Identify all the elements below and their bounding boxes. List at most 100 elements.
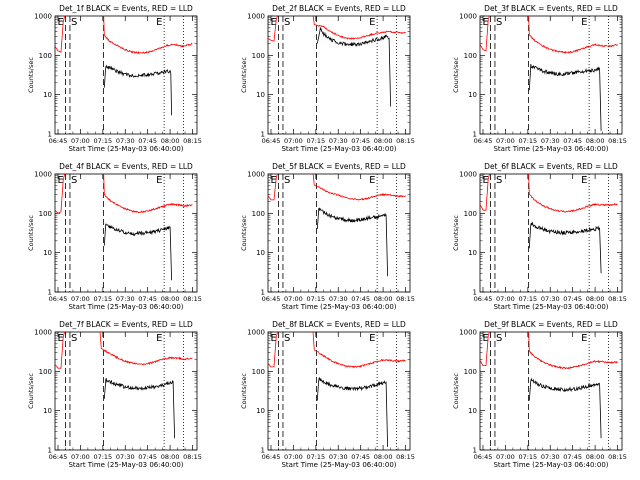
x-tick-label: 07:00	[496, 453, 515, 461]
x-tick-label: 07:15	[518, 453, 537, 461]
x-tick-label: 06:45	[474, 295, 493, 303]
events-series-line	[528, 221, 602, 274]
y-tick-label: 1000	[247, 171, 265, 179]
y-tick-label: 100	[39, 368, 52, 376]
chart-title: Det_6f BLACK = Events, RED = LLD	[484, 162, 618, 171]
x-axis-label: Start Time (25-May-03 06:40:00)	[281, 145, 396, 153]
lld-series-line	[55, 174, 193, 214]
y-tick-label: 1	[261, 289, 265, 297]
x-tick-label: 08:00	[586, 295, 605, 303]
marker-label: E	[270, 17, 276, 28]
y-axis-label: Counts/sec	[240, 215, 248, 251]
events-series-line	[528, 377, 602, 439]
y-tick-label: 10	[256, 407, 265, 415]
marker-label: E	[482, 17, 488, 28]
events-series-line	[103, 377, 175, 439]
y-tick-label: 100	[252, 368, 265, 376]
marker-label: E	[156, 333, 162, 344]
y-tick-label: 100	[39, 52, 52, 60]
chart-panel: Det_2f BLACK = Events, RED = LLD 1 10 100 10…	[240, 4, 415, 153]
x-tick-label: 08:15	[608, 295, 627, 303]
x-tick-label: 07:45	[563, 453, 582, 461]
marker-label: S	[71, 333, 77, 344]
x-axis-label: Start Time (25-May-03 06:40:00)	[68, 145, 183, 153]
y-tick-label: 100	[252, 210, 265, 218]
marker-label: S	[496, 17, 502, 28]
chart-panel: Det_9f BLACK = Events, RED = LLD 1 10 100 10…	[452, 320, 627, 469]
marker-label: E	[156, 17, 162, 28]
y-axis-label: Counts/sec	[452, 215, 460, 251]
marker-label: E	[581, 333, 587, 344]
plot-frame	[479, 15, 623, 135]
chart-title: Det_2f BLACK = Events, RED = LLD	[272, 4, 406, 13]
chart-panel: Det_5f BLACK = Events, RED = LLD 1 10 100 10…	[240, 162, 415, 311]
events-series-line	[528, 63, 602, 131]
chart-panel: Det_3f BLACK = Events, RED = LLD 1 10 100 10…	[452, 4, 627, 153]
lld-series-line	[480, 174, 618, 213]
x-tick-label: 07:30	[116, 295, 135, 303]
x-tick-label: 07:30	[329, 137, 348, 145]
plot-frame	[267, 331, 411, 451]
x-tick-label: 08:00	[161, 137, 180, 145]
x-tick-label: 06:45	[262, 137, 281, 145]
marker-label: S	[284, 17, 290, 28]
x-tick-label: 08:00	[586, 453, 605, 461]
x-tick-label: 07:00	[71, 453, 90, 461]
chart-panel: Det_7f BLACK = Events, RED = LLD 1 10 100 10…	[27, 320, 202, 469]
x-tick-label: 07:45	[351, 137, 370, 145]
x-tick-label: 07:00	[496, 137, 515, 145]
chart-title: Det_5f BLACK = Events, RED = LLD	[272, 162, 406, 171]
x-tick-label: 06:45	[474, 137, 493, 145]
x-tick-label: 07:45	[138, 295, 157, 303]
y-tick-label: 100	[464, 52, 477, 60]
chart-panel: Det_8f BLACK = Events, RED = LLD 1 10 100 10…	[240, 320, 415, 469]
marker-label: E	[270, 333, 276, 344]
events-series-line	[103, 223, 172, 281]
x-tick-label: 07:00	[284, 137, 303, 145]
x-tick-label: 06:45	[49, 453, 68, 461]
events-series-line	[103, 64, 172, 116]
chart-panel: Det_6f BLACK = Events, RED = LLD 1 10 100 10…	[452, 162, 627, 311]
x-tick-label: 08:15	[396, 295, 415, 303]
y-axis-label: Counts/sec	[27, 57, 35, 93]
x-tick-label: 07:15	[93, 137, 112, 145]
x-tick-label: 07:45	[563, 295, 582, 303]
x-tick-label: 08:15	[396, 137, 415, 145]
y-tick-label: 100	[39, 210, 52, 218]
y-tick-label: 10	[43, 91, 52, 99]
x-tick-label: 07:30	[116, 453, 135, 461]
y-tick-label: 100	[464, 210, 477, 218]
x-tick-label: 06:45	[49, 137, 68, 145]
x-tick-label: 08:00	[161, 295, 180, 303]
x-tick-label: 08:00	[586, 137, 605, 145]
x-axis-label: Start Time (25-May-03 06:40:00)	[281, 303, 396, 311]
marker-label: E	[57, 17, 63, 28]
x-axis-label: Start Time (25-May-03 06:40:00)	[281, 461, 396, 469]
x-tick-label: 07:30	[541, 137, 560, 145]
lld-series-line	[480, 16, 618, 55]
y-tick-label: 1	[473, 447, 477, 455]
y-tick-label: 10	[256, 249, 265, 257]
y-tick-label: 1000	[459, 329, 477, 337]
x-tick-label: 07:15	[93, 295, 112, 303]
x-axis-label: Start Time (25-May-03 06:40:00)	[493, 303, 608, 311]
marker-label: S	[71, 175, 77, 186]
y-tick-label: 1	[48, 131, 52, 139]
lld-series-line	[268, 332, 406, 369]
x-tick-label: 08:00	[374, 453, 393, 461]
x-tick-label: 06:45	[262, 453, 281, 461]
chart-title: Det_1f BLACK = Events, RED = LLD	[59, 4, 193, 13]
plot-frame	[54, 15, 198, 135]
x-tick-label: 07:00	[496, 295, 515, 303]
y-tick-label: 1000	[34, 329, 52, 337]
x-tick-label: 07:45	[138, 453, 157, 461]
chart-title: Det_8f BLACK = Events, RED = LLD	[272, 320, 406, 329]
plot-frame	[267, 15, 411, 135]
y-tick-label: 1	[261, 131, 265, 139]
x-axis-label: Start Time (25-May-03 06:40:00)	[68, 303, 183, 311]
plot-frame	[54, 331, 198, 451]
y-tick-label: 10	[468, 407, 477, 415]
x-tick-label: 07:45	[351, 295, 370, 303]
lld-series-line	[480, 332, 618, 370]
y-tick-label: 1000	[247, 329, 265, 337]
